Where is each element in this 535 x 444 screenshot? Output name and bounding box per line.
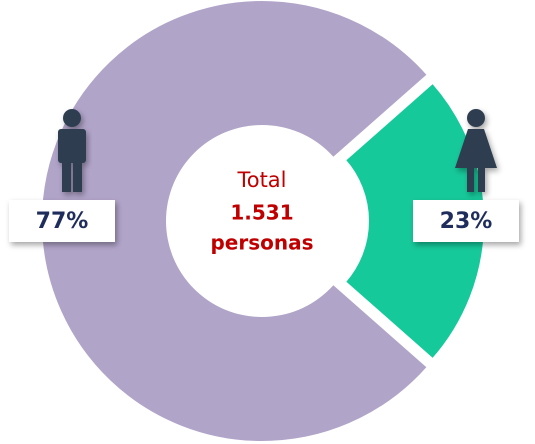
value-label: 23% <box>440 209 493 234</box>
value-label-box <box>9 200 115 242</box>
female-icon <box>455 109 497 192</box>
male-icon <box>58 109 86 192</box>
donut-hole <box>166 125 358 317</box>
center-label: Total <box>236 168 286 192</box>
center-unit: personas <box>210 231 313 255</box>
center-total: 1.531 <box>230 201 293 225</box>
value-label-box <box>413 200 519 242</box>
value-label: 77% <box>36 209 89 234</box>
